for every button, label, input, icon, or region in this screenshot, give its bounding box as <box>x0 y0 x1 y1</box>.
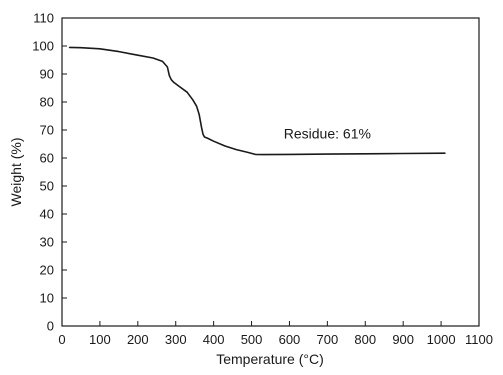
y-tick-label: 80 <box>40 95 54 110</box>
x-tick-label: 200 <box>127 332 149 347</box>
y-tick-label: 100 <box>32 39 54 54</box>
y-tick-label: 40 <box>40 207 54 222</box>
x-tick-label: 100 <box>89 332 111 347</box>
y-tick-label: 0 <box>47 319 54 334</box>
annotation-layer: Residue: 61% <box>284 125 371 141</box>
y-tick-label: 30 <box>40 235 54 250</box>
x-tick-label: 400 <box>203 332 225 347</box>
x-axis-ticks: 0 100 200 300 400 500 600 700 800 900 1000 1100 <box>58 321 493 347</box>
x-tick-label: 900 <box>392 332 414 347</box>
x-tick-label: 300 <box>165 332 187 347</box>
x-tick-label: 1100 <box>465 332 493 347</box>
x-tick-label: 0 <box>58 332 65 347</box>
y-tick-label: 60 <box>40 151 54 166</box>
x-tick-label: 500 <box>241 332 263 347</box>
y-tick-label: 50 <box>40 179 54 194</box>
x-tick-label: 700 <box>317 332 339 347</box>
y-tick-label: 20 <box>40 263 54 278</box>
weight-loss-curve <box>70 47 445 154</box>
x-axis-title: Temperature (°C) <box>216 351 324 367</box>
y-tick-label: 90 <box>40 67 54 82</box>
x-tick-label: 1000 <box>427 332 456 347</box>
x-tick-label: 600 <box>279 332 301 347</box>
y-tick-label: 10 <box>40 291 54 306</box>
x-tick-label: 800 <box>354 332 376 347</box>
y-tick-label: 110 <box>33 11 54 26</box>
y-tick-label: 70 <box>40 123 54 138</box>
residue-annotation: Residue: 61% <box>284 125 371 141</box>
plot-frame <box>62 18 479 326</box>
series-layer <box>70 47 445 154</box>
y-axis-title: Weight (%) <box>8 138 24 207</box>
